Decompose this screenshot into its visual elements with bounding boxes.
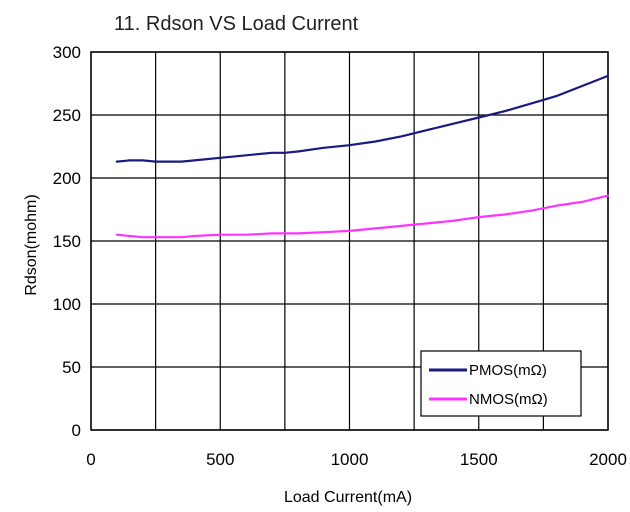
y-tick-label: 150 xyxy=(53,232,81,251)
legend-label-0: PMOS(mΩ) xyxy=(469,362,547,379)
x-tick-label: 0 xyxy=(86,450,95,469)
y-tick-label: 200 xyxy=(53,169,81,188)
plot-area xyxy=(90,51,609,431)
y-tick-label: 300 xyxy=(53,43,81,62)
legend-box xyxy=(420,350,582,417)
y-axis-label: Rdson(mohm) xyxy=(23,194,40,295)
x-tick-label: 500 xyxy=(206,450,234,469)
y-tick-label: 0 xyxy=(72,421,81,440)
legend-label-1: NMOS(mΩ) xyxy=(469,391,548,408)
x-axis-ticks: 0 500 1000 1500 2000 xyxy=(86,450,627,469)
x-tick-label: 1000 xyxy=(331,450,369,469)
grid-lines xyxy=(90,51,609,431)
chart-title: 11. Rdson VS Load Current xyxy=(114,13,359,35)
series-line-1 xyxy=(115,194,610,239)
y-axis-ticks: 0 50 100 150 200 250 300 xyxy=(53,43,81,440)
x-axis-label: Load Current(mA) xyxy=(284,489,412,506)
y-tick-label: 250 xyxy=(53,106,81,125)
series-group xyxy=(115,74,610,239)
x-tick-label: 2000 xyxy=(589,450,627,469)
x-tick-label: 1500 xyxy=(460,450,498,469)
series-line-0 xyxy=(115,74,610,163)
y-tick-label: 100 xyxy=(53,295,81,314)
y-tick-label: 50 xyxy=(62,358,81,377)
legend: PMOS(mΩ) NMOS(mΩ) xyxy=(420,350,582,417)
